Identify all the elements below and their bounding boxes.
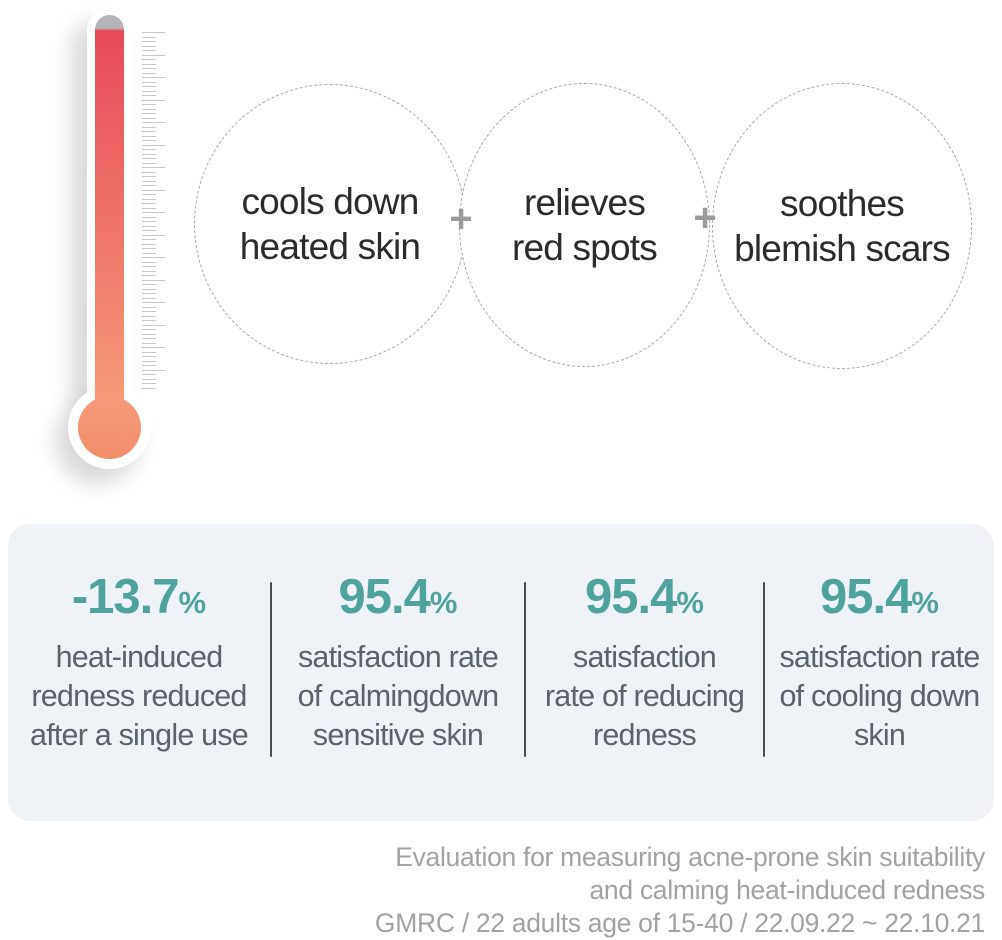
stat-column-reducing-redness: 95.4% satisfaction rate of reducing redn… [526, 524, 763, 755]
stats-panel: -13.7% heat-induced redness reduced afte… [8, 524, 994, 821]
stat-label: satisfaction rate of calmingdown sensiti… [297, 638, 500, 755]
stat-value: 95.4% [585, 570, 704, 630]
stat-percent-sign: % [911, 585, 939, 620]
stat-label-line: after a single use [30, 718, 249, 752]
stat-percent-sign: % [429, 585, 458, 620]
stat-label: satisfaction rate of reducing redness [544, 638, 745, 755]
stat-label-line: skin [853, 718, 906, 752]
stat-label-line: rate of reducing [544, 679, 745, 713]
stat-number: 95.4 [338, 570, 431, 624]
footnote-line: Evaluation for measuring acne-prone skin… [395, 842, 985, 872]
benefit-label-line: red spots [512, 227, 658, 268]
benefit-label-line: relieves [523, 182, 646, 223]
stat-number: 95.4 [585, 570, 677, 624]
stat-label-line: heat-induced [55, 640, 224, 674]
benefit-circle-relieves-red-spots: relieves red spots [459, 83, 710, 367]
stat-column-cooling-down-skin: 95.4% satisfaction rate of cooling down … [765, 524, 994, 755]
benefit-label-line: heated skin [239, 226, 421, 267]
stat-divider [763, 582, 765, 757]
stat-label-line: of cooling down [779, 679, 981, 713]
thermometer-bulb-fill [78, 396, 141, 459]
footnote-line: GMRC / 22 adults age of 15-40 / 22.09.22… [374, 908, 985, 938]
benefit-label-line: blemish scars [734, 228, 951, 269]
stat-label-line: sensitive skin [312, 718, 484, 752]
stat-label-line: satisfaction [573, 640, 717, 674]
evaluation-footnote: Evaluation for measuring acne-prone skin… [375, 841, 985, 940]
footnote-line: and calming heat-induced redness [589, 875, 985, 905]
benefit-label-line: cools down [241, 181, 419, 222]
plus-separator-icon: + [449, 197, 473, 241]
stat-divider [270, 582, 272, 757]
stat-number: 95.4 [820, 570, 912, 624]
stat-label-line: redness [593, 718, 697, 752]
plus-separator-icon: + [693, 196, 717, 240]
stat-divider [524, 582, 526, 757]
stat-percent-sign: % [676, 585, 704, 620]
stat-column-calming-sensitive-skin: 95.4% satisfaction rate of calmingdown s… [272, 524, 524, 755]
benefit-circle-soothes-blemish-scars: soothes blemish scars [712, 83, 972, 369]
thermometer-fill [95, 15, 124, 405]
benefit-circle-cools-down: cools down heated skin [194, 84, 466, 364]
stat-value: 95.4% [339, 570, 458, 630]
stat-label-line: satisfaction rate [297, 640, 499, 674]
benefit-label-line: soothes [780, 183, 905, 224]
stat-label-line: of calmingdown [297, 679, 500, 713]
stat-label-line: satisfaction rate [779, 640, 980, 674]
stat-value: 95.4% [820, 570, 939, 630]
ruler-ticks [142, 32, 168, 394]
stat-column-redness-reduced: -13.7% heat-induced redness reduced afte… [8, 524, 270, 755]
stat-label-line: redness reduced [31, 679, 247, 713]
stat-percent-sign: % [178, 585, 207, 620]
stat-label: satisfaction rate of cooling down skin [779, 638, 981, 755]
stat-label: heat-induced redness reduced after a sin… [30, 638, 249, 755]
stat-value: -13.7% [72, 570, 206, 630]
stat-number: -13.7 [71, 570, 180, 624]
